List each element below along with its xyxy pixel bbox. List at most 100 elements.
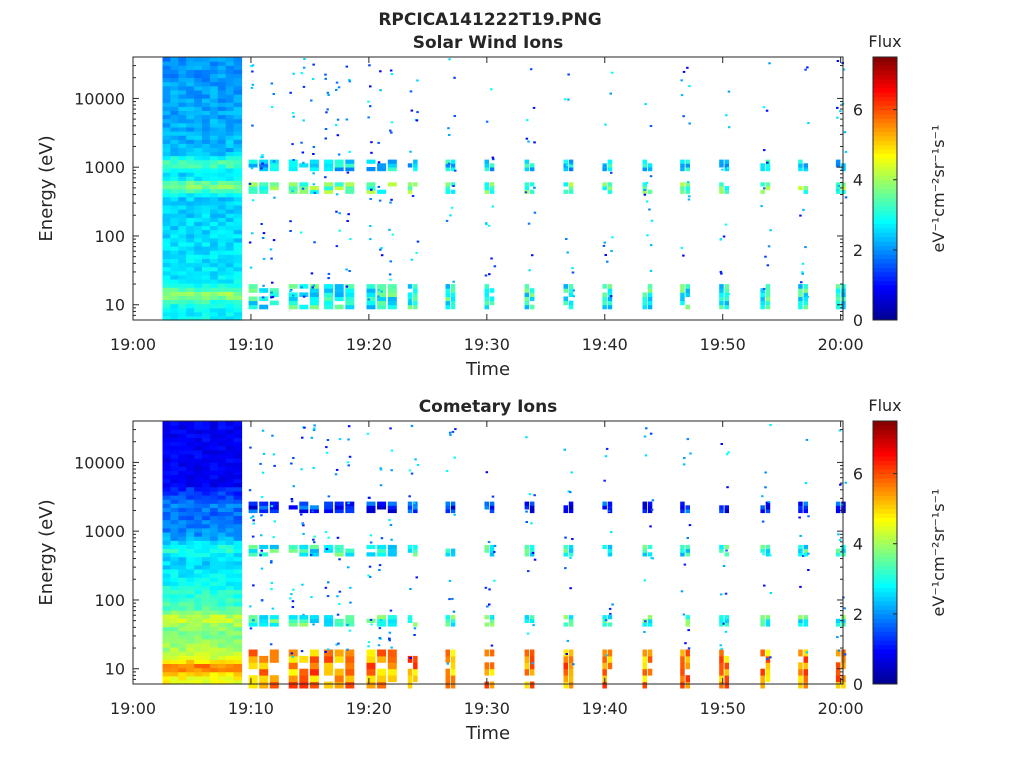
heatmap-cell xyxy=(170,94,179,99)
colorbar-segment xyxy=(873,670,897,676)
heatmap-cell xyxy=(202,237,211,243)
heatmap-cell xyxy=(324,186,334,191)
heatmap-cell xyxy=(194,303,203,309)
heatmap-cell xyxy=(345,615,355,620)
heatmap-cell xyxy=(609,612,612,615)
heatmap-cell xyxy=(202,307,211,313)
heatmap-cell xyxy=(194,204,203,210)
heatmap-cell xyxy=(209,291,219,296)
heatmap-cell xyxy=(719,675,724,683)
heatmap-cell xyxy=(186,601,195,607)
heatmap-cell xyxy=(609,553,612,556)
heatmap-cell xyxy=(484,622,489,627)
heatmap-cell xyxy=(727,90,731,93)
heatmap-cell xyxy=(186,618,195,623)
colorbar-segment xyxy=(873,61,897,67)
heatmap-cell xyxy=(170,462,179,467)
heatmap-cell xyxy=(217,482,227,488)
heatmap-cell xyxy=(803,300,808,306)
heatmap-cell xyxy=(528,269,531,272)
heatmap-cell xyxy=(170,421,179,426)
heatmap-cell xyxy=(529,508,535,514)
heatmap-cell xyxy=(225,287,235,292)
heatmap-cell xyxy=(225,614,235,619)
colorbar-segment xyxy=(873,57,897,62)
heatmap-cell xyxy=(162,89,171,95)
heatmap-cell xyxy=(162,601,171,607)
heatmap-cell xyxy=(249,627,253,630)
heatmap-cell xyxy=(186,622,195,628)
heatmap-cell xyxy=(489,548,495,553)
heatmap-cell xyxy=(202,163,211,169)
heatmap-cell xyxy=(178,655,187,660)
heatmap-cell xyxy=(209,597,219,603)
heatmap-cell xyxy=(217,278,227,284)
colorbar-segment xyxy=(873,587,897,593)
heatmap-cell xyxy=(170,225,179,231)
heatmap-cell xyxy=(170,196,179,202)
heatmap-cell xyxy=(644,454,648,457)
heatmap-cell xyxy=(760,189,765,194)
heatmap-cell xyxy=(803,548,808,553)
heatmap-cell xyxy=(841,681,846,689)
heatmap-cell xyxy=(568,189,574,194)
heatmap-cell xyxy=(202,548,211,554)
heatmap-cell xyxy=(225,274,235,280)
heatmap-cell xyxy=(389,427,392,430)
heatmap-cell xyxy=(162,155,171,161)
heatmap-cell xyxy=(684,642,687,645)
heatmap-cell xyxy=(233,209,243,214)
heatmap-cell xyxy=(209,192,219,198)
heatmap-cell xyxy=(233,274,243,280)
heatmap-cell xyxy=(762,287,766,290)
heatmap-cell xyxy=(338,558,341,561)
heatmap-cell xyxy=(225,65,235,70)
heatmap-cell xyxy=(326,167,329,170)
heatmap-cell xyxy=(568,548,574,553)
heatmap-cell xyxy=(345,292,355,297)
heatmap-cell xyxy=(170,507,179,512)
heatmap-cell xyxy=(413,300,418,306)
heatmap-cell xyxy=(225,560,235,566)
heatmap-cell xyxy=(262,284,265,287)
heatmap-cell xyxy=(217,262,227,268)
heatmap-cell xyxy=(602,296,607,302)
heatmap-cell xyxy=(493,579,496,582)
heatmap-cell xyxy=(194,610,203,615)
heatmap-cell xyxy=(186,519,195,525)
heatmap-cell xyxy=(720,272,723,275)
heatmap-cell xyxy=(445,655,450,663)
heatmap-cell xyxy=(209,527,219,533)
heatmap-cell xyxy=(288,296,298,302)
heatmap-cell xyxy=(178,581,187,586)
heatmap-cell xyxy=(186,605,195,611)
heatmap-cell xyxy=(186,303,195,309)
heatmap-cell xyxy=(450,618,456,623)
heatmap-cell xyxy=(607,167,613,172)
heatmap-cell xyxy=(607,615,613,620)
heatmap-cell xyxy=(178,540,187,545)
heatmap-cell xyxy=(233,425,243,430)
heatmap-cell xyxy=(194,94,203,99)
heatmap-cell xyxy=(225,122,235,128)
heatmap-cell xyxy=(288,167,298,172)
heatmap-cell xyxy=(225,552,235,558)
heatmap-cell xyxy=(178,433,187,438)
heatmap-cell xyxy=(225,311,235,317)
heatmap-cell xyxy=(186,425,195,430)
heatmap-cell xyxy=(647,300,653,306)
heatmap-cell xyxy=(485,222,488,225)
heatmap-cell xyxy=(162,642,171,648)
heatmap-cell xyxy=(202,536,211,541)
heatmap-cell xyxy=(217,307,227,313)
heatmap-cell xyxy=(844,150,848,153)
heatmap-cell xyxy=(217,250,227,255)
heatmap-cell xyxy=(186,254,195,259)
heatmap-cell xyxy=(765,615,771,620)
heatmap-cell xyxy=(312,183,316,186)
heatmap-cell xyxy=(225,642,235,648)
heatmap-cell xyxy=(680,590,684,593)
heatmap-cell xyxy=(368,496,371,499)
heatmap-cell xyxy=(217,110,227,116)
y-axis-label: Energy (eV) xyxy=(36,499,57,605)
